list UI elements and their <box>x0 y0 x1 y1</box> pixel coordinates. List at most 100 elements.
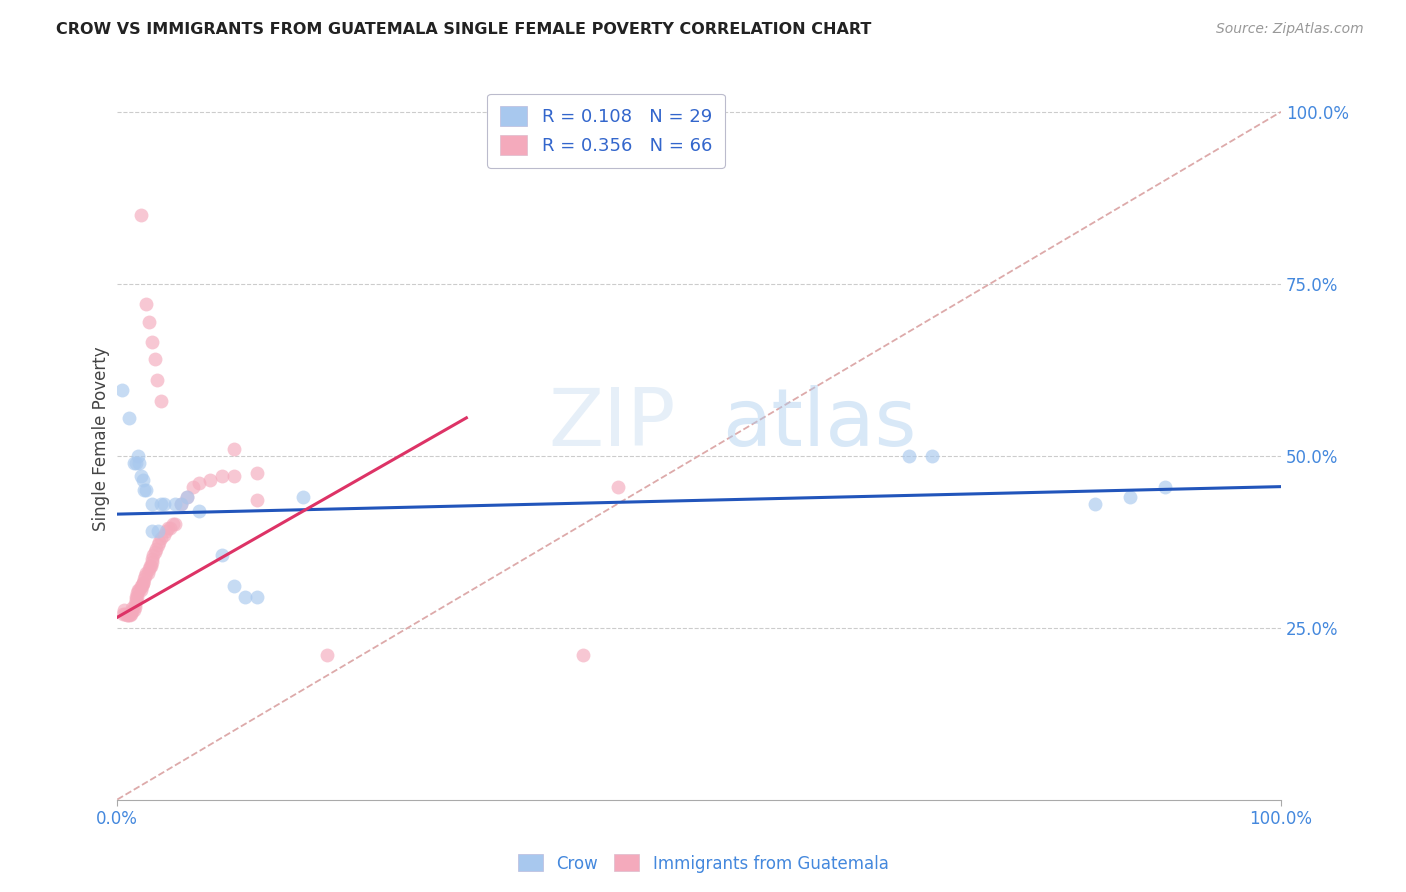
Point <box>129 579 152 593</box>
Legend: R = 0.108   N = 29, R = 0.356   N = 66: R = 0.108 N = 29, R = 0.356 N = 66 <box>488 94 724 168</box>
Point <box>118 607 141 621</box>
Point <box>141 555 163 569</box>
Point <box>606 480 628 494</box>
Point <box>135 297 157 311</box>
Point <box>222 579 245 593</box>
Point <box>125 590 148 604</box>
Point <box>134 569 156 583</box>
Point <box>150 531 173 545</box>
Text: Source: ZipAtlas.com: Source: ZipAtlas.com <box>1216 22 1364 37</box>
Point <box>125 593 148 607</box>
Point <box>139 558 162 573</box>
Text: atlas: atlas <box>723 385 917 463</box>
Point <box>128 456 150 470</box>
Point <box>233 590 256 604</box>
Point <box>897 449 920 463</box>
Point <box>141 335 163 350</box>
Point <box>176 490 198 504</box>
Point <box>136 566 159 580</box>
Point <box>571 648 593 662</box>
Point <box>132 575 155 590</box>
Point <box>222 442 245 456</box>
Point <box>150 393 173 408</box>
Point <box>115 608 138 623</box>
Point <box>129 469 152 483</box>
Point <box>187 476 209 491</box>
Point <box>125 590 148 604</box>
Point <box>165 497 187 511</box>
Point <box>118 410 141 425</box>
Point <box>146 373 169 387</box>
Point <box>127 449 149 463</box>
Point <box>150 497 173 511</box>
Point <box>153 497 176 511</box>
Point <box>124 599 146 614</box>
Point <box>1153 480 1175 494</box>
Point <box>135 566 157 580</box>
Point <box>141 524 163 539</box>
Point <box>155 524 177 539</box>
Point <box>1118 490 1140 504</box>
Point <box>138 315 160 329</box>
Point <box>157 521 180 535</box>
Point <box>138 562 160 576</box>
Point <box>148 534 170 549</box>
Point <box>117 608 139 623</box>
Y-axis label: Single Female Poverty: Single Female Poverty <box>93 346 110 531</box>
Point <box>129 582 152 597</box>
Point <box>246 590 269 604</box>
Point <box>127 582 149 597</box>
Text: CROW VS IMMIGRANTS FROM GUATEMALA SINGLE FEMALE POVERTY CORRELATION CHART: CROW VS IMMIGRANTS FROM GUATEMALA SINGLE… <box>56 22 872 37</box>
Point <box>122 456 145 470</box>
Point <box>170 497 193 511</box>
Point <box>112 603 135 617</box>
Point <box>292 490 315 504</box>
Point <box>124 597 146 611</box>
Point <box>165 517 187 532</box>
Point <box>121 601 143 615</box>
Point <box>132 575 155 590</box>
Point <box>143 352 166 367</box>
Point <box>121 604 143 618</box>
Point <box>118 607 141 621</box>
Point <box>142 549 165 563</box>
Point <box>141 551 163 566</box>
Legend: Crow, Immigrants from Guatemala: Crow, Immigrants from Guatemala <box>510 847 896 880</box>
Point <box>122 603 145 617</box>
Point <box>146 524 169 539</box>
Point <box>246 493 269 508</box>
Point <box>200 473 222 487</box>
Point <box>139 558 162 573</box>
Point <box>176 490 198 504</box>
Point <box>114 607 136 621</box>
Point <box>132 473 155 487</box>
Point <box>131 579 153 593</box>
Point <box>141 497 163 511</box>
Point <box>145 541 167 556</box>
Point <box>129 208 152 222</box>
Point <box>125 586 148 600</box>
Point <box>125 456 148 470</box>
Point <box>112 607 135 621</box>
Point <box>132 573 155 587</box>
Point <box>315 648 337 662</box>
Point <box>159 521 181 535</box>
Point <box>162 517 184 532</box>
Point <box>132 483 155 497</box>
Point <box>211 469 233 483</box>
Point <box>187 504 209 518</box>
Point <box>222 469 245 483</box>
Point <box>135 483 157 497</box>
Point <box>181 480 204 494</box>
Point <box>128 582 150 597</box>
Point <box>921 449 943 463</box>
Point <box>153 528 176 542</box>
Point <box>120 608 142 623</box>
Text: ZIP: ZIP <box>548 385 676 463</box>
Point <box>143 545 166 559</box>
Point <box>120 607 142 621</box>
Point <box>1084 497 1107 511</box>
Point <box>246 466 269 480</box>
Point <box>170 497 193 511</box>
Point <box>211 549 233 563</box>
